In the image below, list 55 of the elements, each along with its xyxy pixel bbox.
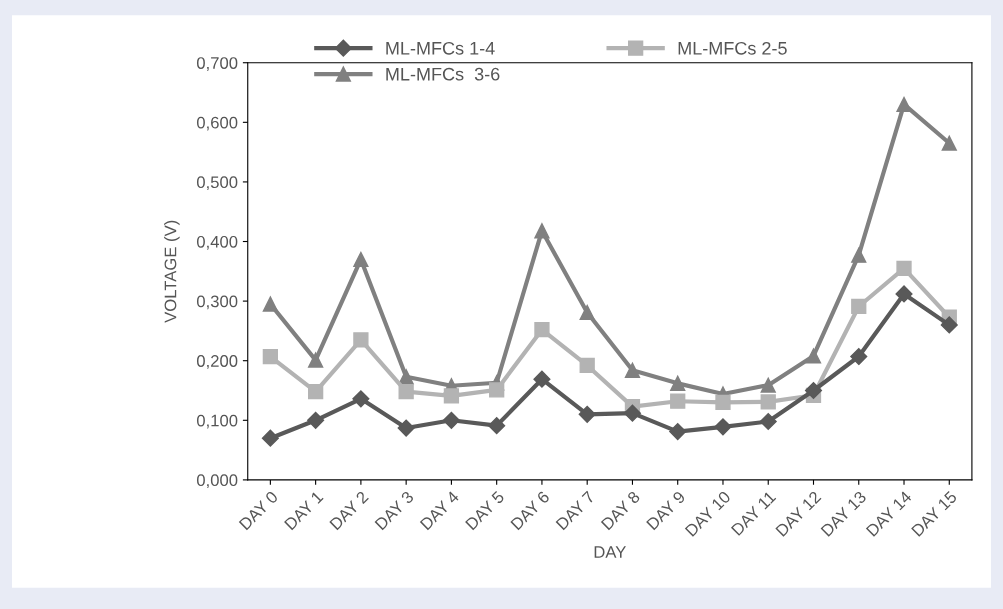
legend-label: ML-MFCs 1-4	[386, 41, 495, 55]
point	[262, 348, 279, 365]
point	[579, 304, 595, 321]
point	[940, 316, 958, 334]
y-tick-label: 0,600	[196, 116, 238, 131]
point	[488, 417, 506, 435]
point	[307, 384, 324, 400]
x-axis-title: DAY	[594, 546, 626, 558]
point	[896, 96, 912, 113]
point	[624, 362, 641, 378]
point	[353, 332, 369, 348]
point	[804, 381, 823, 400]
point	[851, 298, 867, 315]
y-tick-label: 0,400	[196, 235, 238, 250]
y-tick-label: 0,300	[196, 295, 238, 310]
point	[534, 223, 550, 239]
point	[669, 423, 687, 441]
point	[805, 348, 822, 364]
point	[398, 384, 414, 400]
point	[670, 393, 686, 409]
y-tick-label: 0,700	[196, 57, 238, 71]
y-tick-label: 0,500	[196, 176, 238, 191]
point	[261, 429, 279, 447]
y-tick-label: 0,000	[196, 474, 238, 489]
point	[352, 390, 370, 408]
point	[715, 394, 731, 411]
point	[714, 418, 732, 436]
y-tick-label: 0,100	[196, 414, 238, 429]
point	[578, 405, 596, 423]
point	[896, 260, 912, 276]
point	[533, 370, 551, 388]
point	[262, 296, 279, 312]
point	[941, 135, 957, 151]
point	[353, 251, 369, 268]
point	[760, 377, 776, 393]
y-tick-label: 0,200	[196, 355, 238, 369]
point	[759, 412, 777, 431]
point	[397, 419, 415, 437]
point	[443, 388, 460, 404]
point	[850, 347, 868, 366]
y-axis-title: VOLTAGE (V)	[164, 220, 180, 323]
point	[895, 285, 913, 303]
legend-label: ML-MFCs 3-6	[386, 67, 500, 81]
point	[534, 322, 550, 338]
point	[623, 404, 642, 422]
point	[851, 247, 867, 263]
point	[307, 411, 325, 429]
point	[760, 394, 776, 410]
point	[307, 352, 324, 368]
point	[398, 369, 414, 385]
point	[579, 357, 595, 374]
point	[489, 382, 505, 398]
legend-label: ML-MFCs 2-5	[678, 41, 787, 55]
point	[442, 411, 460, 429]
point	[670, 375, 686, 391]
